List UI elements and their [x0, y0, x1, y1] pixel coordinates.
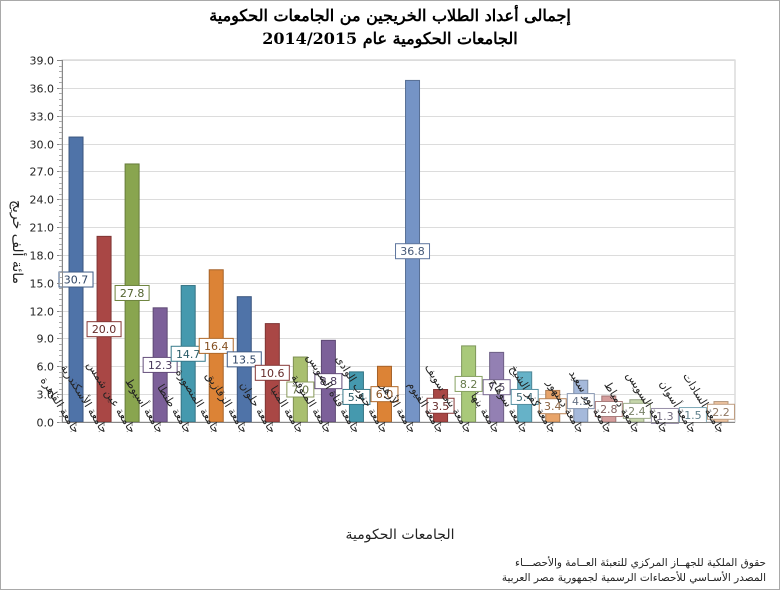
chart-title: إجمالى أعداد الطلاب الخريجين من الجامعات… — [209, 6, 571, 25]
y-tick-label: 15.0 — [30, 278, 55, 291]
data-label: 8.8 — [320, 375, 338, 388]
y-tick-label: 6.0 — [37, 361, 55, 374]
y-tick-label: 24.0 — [30, 194, 55, 207]
y-tick-label: 21.0 — [30, 222, 55, 235]
data-label: 12.3 — [148, 359, 173, 372]
data-label-box — [142, 356, 178, 373]
data-label-box — [594, 401, 623, 418]
y-tick-labels: 0.0 3.0 6.0 9.0 12.0 15.0 18.0 21.0 24.0 27.0 30.0… — [30, 55, 55, 430]
data-label: 27.8 — [120, 287, 145, 300]
y-axis-label: مائة ألف خريج — [9, 200, 27, 284]
data-labels: 30.7 20.0 27.8 12.314.716.413.510.6 7.0 8.8 5.… — [58, 243, 735, 424]
data-label: 2.8 — [600, 403, 618, 416]
data-label-box — [566, 393, 595, 410]
data-label-box — [226, 351, 262, 368]
data-label: 7.5 — [488, 381, 506, 394]
data-label: 13.5 — [232, 353, 257, 366]
data-label: 2.2 — [712, 406, 730, 419]
y-tick-label: 27.0 — [30, 166, 55, 179]
data-label-box — [342, 388, 371, 405]
data-label-box — [706, 403, 735, 420]
data-label-box — [482, 379, 511, 396]
data-label: 20.0 — [92, 323, 117, 336]
data-label: 3.4 — [544, 400, 562, 413]
y-tick-label: 30.0 — [30, 139, 55, 152]
y-tick-label: 9.0 — [37, 333, 55, 346]
y-tick-label: 39.0 — [30, 55, 55, 68]
y-tick-label: 12.0 — [30, 306, 55, 319]
data-label: 3.5 — [432, 400, 450, 413]
y-tick-label: 36.0 — [30, 83, 55, 96]
data-label-box — [454, 375, 483, 392]
data-label: 36.8 — [400, 245, 425, 258]
data-label: 14.7 — [176, 348, 201, 361]
data-label-box — [314, 373, 343, 390]
data-label: 5.4 — [348, 391, 366, 404]
data-label-box — [510, 388, 539, 405]
x-axis-label: الجامعات الحكومية — [346, 527, 455, 543]
data-label-box — [58, 271, 94, 288]
data-label: 5.4 — [516, 391, 534, 404]
data-label: 7.0 — [292, 384, 310, 397]
y-tick-label: 3.0 — [37, 389, 55, 402]
data-label-box — [86, 321, 122, 338]
data-label-box — [538, 398, 567, 415]
data-label-box — [622, 402, 651, 419]
data-label: 4.5 — [572, 395, 590, 408]
data-label-box — [114, 284, 150, 301]
data-label-box — [198, 337, 234, 354]
data-label-box — [286, 381, 315, 398]
footer-copyright: حقوق الملكية للجهــاز المركزي للتعبئة ال… — [515, 557, 766, 569]
data-label: 2.4 — [628, 405, 646, 418]
data-label: 6.0 — [376, 388, 394, 401]
data-label: 1.5 — [684, 409, 702, 422]
y-tick-label: 18.0 — [30, 250, 55, 263]
data-label-box — [370, 386, 399, 403]
footer-source: المصدر الأسـاسي للأحصاءات الرسمية لجمهور… — [501, 572, 766, 584]
data-label: 30.7 — [64, 274, 89, 287]
data-label-box — [426, 397, 455, 414]
y-tick-label: 33.0 — [30, 111, 55, 124]
data-label: 16.4 — [204, 340, 229, 353]
y-tick-label: 0.0 — [37, 417, 55, 430]
data-label-box — [395, 243, 431, 260]
axes — [57, 60, 735, 426]
data-label: 10.6 — [260, 367, 285, 380]
data-label: 1.3 — [656, 410, 674, 423]
chart-subtitle: الجامعات الحكومية عام 2014/2015 — [262, 29, 518, 48]
data-label-box — [254, 364, 290, 381]
data-label: 8.2 — [460, 378, 478, 391]
